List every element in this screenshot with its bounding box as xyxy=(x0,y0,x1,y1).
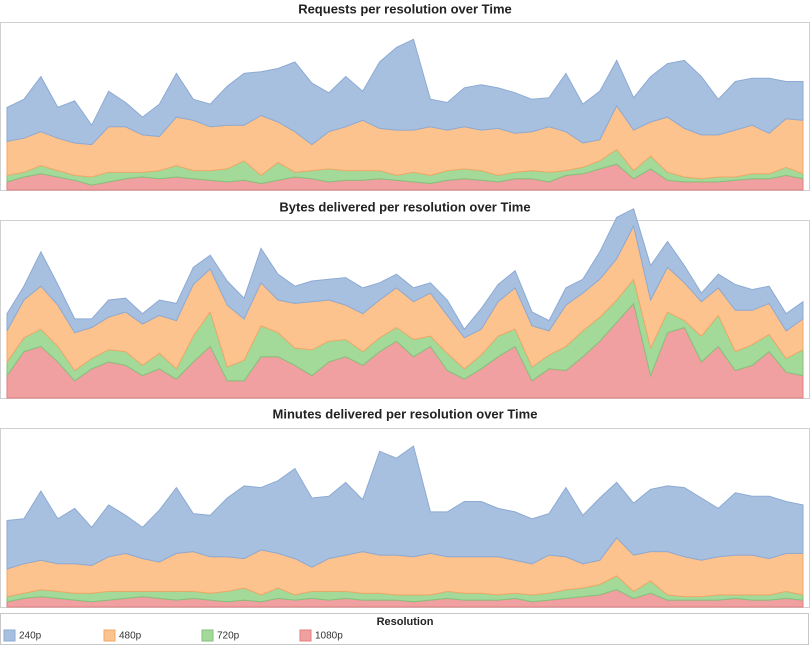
area xyxy=(6,445,804,570)
legend-swatch xyxy=(201,629,214,642)
legend-box xyxy=(0,613,809,645)
area xyxy=(6,38,804,146)
legend-swatch xyxy=(299,629,312,642)
legend-label: 1080p xyxy=(315,631,343,642)
area xyxy=(6,208,804,339)
chart-title: Minutes delivered per resolution over Ti… xyxy=(273,406,538,421)
legend-label: 720p xyxy=(217,631,240,642)
legend-label: 240p xyxy=(19,631,42,642)
legend-label: 480p xyxy=(119,631,142,642)
legend-title: Resolution xyxy=(377,616,434,628)
legend-swatch xyxy=(103,629,116,642)
legend-swatch xyxy=(3,629,16,642)
chart-title: Requests per resolution over Time xyxy=(298,1,512,16)
chart-title: Bytes delivered per resolution over Time xyxy=(279,199,530,214)
